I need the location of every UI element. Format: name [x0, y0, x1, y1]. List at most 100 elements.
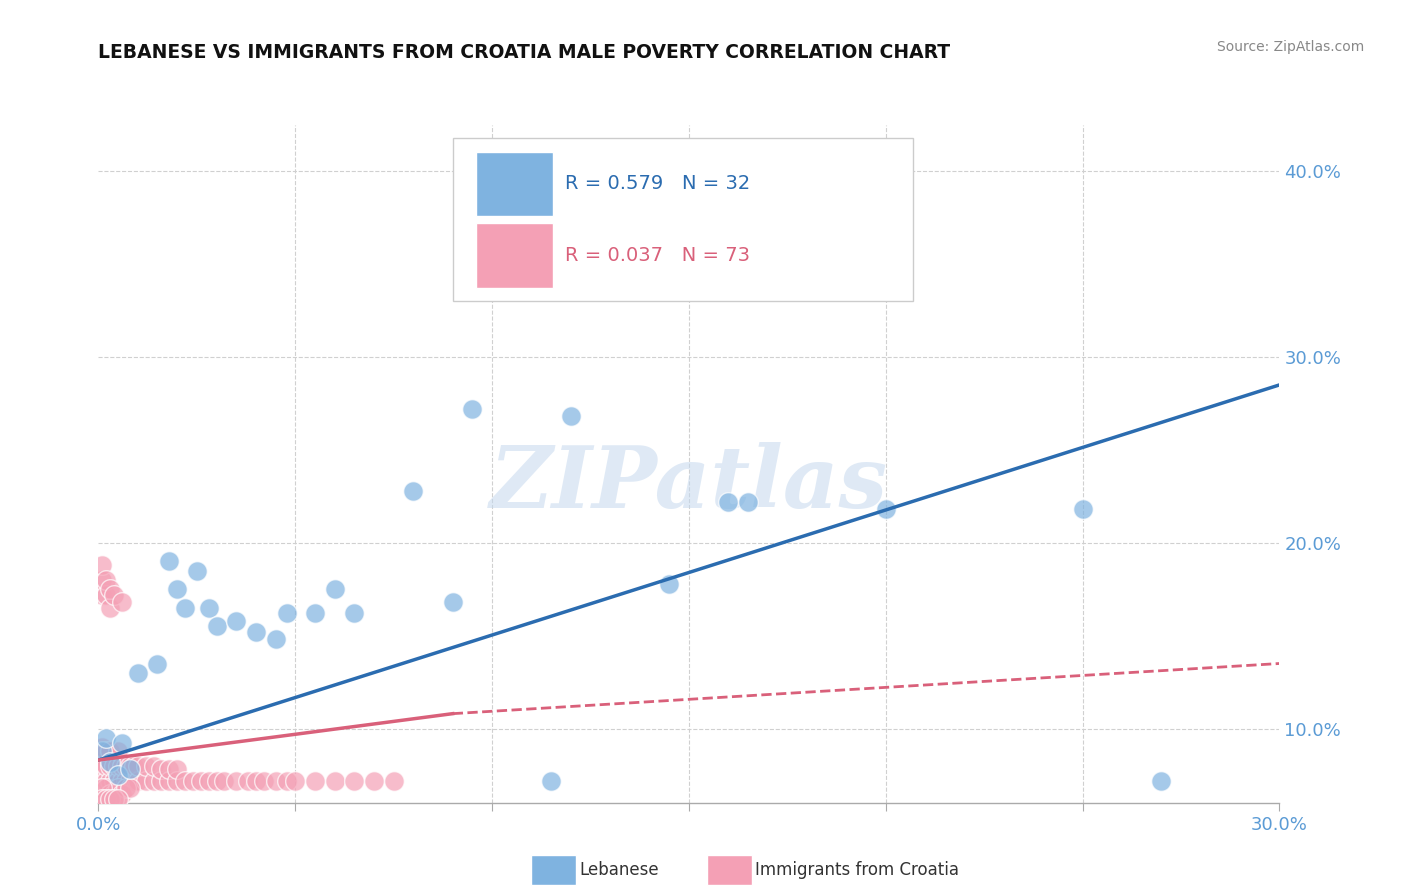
- Point: [96, 731, 118, 745]
- Point: [142, 773, 165, 788]
- Point: [323, 773, 346, 788]
- FancyBboxPatch shape: [477, 152, 553, 217]
- Point: [441, 595, 464, 609]
- Point: [91, 740, 114, 755]
- Point: [253, 773, 276, 788]
- Point: [115, 758, 138, 772]
- Text: Immigrants from Croatia: Immigrants from Croatia: [755, 861, 959, 879]
- Point: [236, 773, 259, 788]
- Text: Source: ZipAtlas.com: Source: ZipAtlas.com: [1216, 40, 1364, 54]
- Point: [245, 624, 267, 639]
- Point: [205, 773, 228, 788]
- Point: [1150, 773, 1173, 788]
- Point: [276, 607, 298, 621]
- Point: [157, 763, 180, 777]
- Point: [98, 773, 121, 788]
- Point: [103, 773, 125, 788]
- Point: [91, 792, 114, 806]
- Point: [264, 773, 287, 788]
- Point: [98, 744, 121, 758]
- Point: [118, 758, 141, 772]
- Point: [91, 588, 114, 602]
- Point: [91, 558, 114, 572]
- Point: [103, 758, 125, 772]
- Point: [402, 483, 425, 498]
- Point: [157, 773, 180, 788]
- Point: [98, 758, 121, 772]
- Point: [540, 773, 562, 788]
- Point: [304, 607, 326, 621]
- Point: [135, 758, 157, 772]
- Point: [96, 744, 118, 758]
- Point: [96, 773, 118, 788]
- Point: [363, 773, 385, 788]
- Point: [1071, 502, 1094, 516]
- Point: [118, 773, 141, 788]
- Point: [157, 554, 180, 568]
- Point: [98, 787, 121, 801]
- Point: [174, 600, 197, 615]
- Point: [186, 564, 208, 578]
- Point: [91, 780, 114, 795]
- Point: [127, 773, 149, 788]
- Point: [875, 502, 897, 516]
- Point: [96, 573, 118, 587]
- Point: [118, 780, 141, 795]
- Point: [122, 773, 145, 788]
- Point: [658, 576, 681, 591]
- Point: [264, 632, 287, 647]
- Point: [107, 773, 129, 788]
- Point: [142, 758, 165, 772]
- Point: [343, 607, 366, 621]
- Point: [98, 600, 121, 615]
- Point: [91, 763, 114, 777]
- Point: [174, 773, 197, 788]
- Point: [197, 773, 219, 788]
- Point: [304, 773, 326, 788]
- Point: [118, 763, 141, 777]
- Point: [111, 773, 134, 788]
- Point: [197, 600, 219, 615]
- Point: [111, 787, 134, 801]
- Point: [276, 773, 298, 788]
- Point: [205, 619, 228, 633]
- Point: [98, 792, 121, 806]
- Point: [560, 409, 582, 424]
- Point: [107, 758, 129, 772]
- Point: [96, 588, 118, 602]
- Text: Lebanese: Lebanese: [579, 861, 659, 879]
- FancyBboxPatch shape: [453, 138, 914, 301]
- Point: [111, 595, 134, 609]
- Point: [343, 773, 366, 788]
- Point: [115, 773, 138, 788]
- Point: [225, 614, 247, 628]
- Point: [225, 773, 247, 788]
- Point: [96, 780, 118, 795]
- Point: [166, 763, 188, 777]
- Point: [127, 758, 149, 772]
- Point: [737, 495, 759, 509]
- Point: [91, 573, 114, 587]
- Text: LEBANESE VS IMMIGRANTS FROM CROATIA MALE POVERTY CORRELATION CHART: LEBANESE VS IMMIGRANTS FROM CROATIA MALE…: [98, 44, 950, 62]
- Point: [166, 773, 188, 788]
- Point: [96, 758, 118, 772]
- Point: [135, 773, 157, 788]
- Point: [91, 744, 114, 758]
- Point: [146, 657, 169, 671]
- Point: [122, 758, 145, 772]
- Text: R = 0.579   N = 32: R = 0.579 N = 32: [565, 174, 751, 194]
- Point: [107, 780, 129, 795]
- Point: [98, 755, 121, 769]
- Point: [107, 792, 129, 806]
- Point: [103, 787, 125, 801]
- Point: [91, 755, 114, 769]
- Point: [323, 582, 346, 597]
- Point: [166, 582, 188, 597]
- Point: [107, 768, 129, 782]
- Point: [96, 792, 118, 806]
- Point: [107, 744, 129, 758]
- Point: [461, 402, 484, 417]
- Point: [181, 773, 204, 788]
- Point: [214, 773, 236, 788]
- Point: [111, 758, 134, 772]
